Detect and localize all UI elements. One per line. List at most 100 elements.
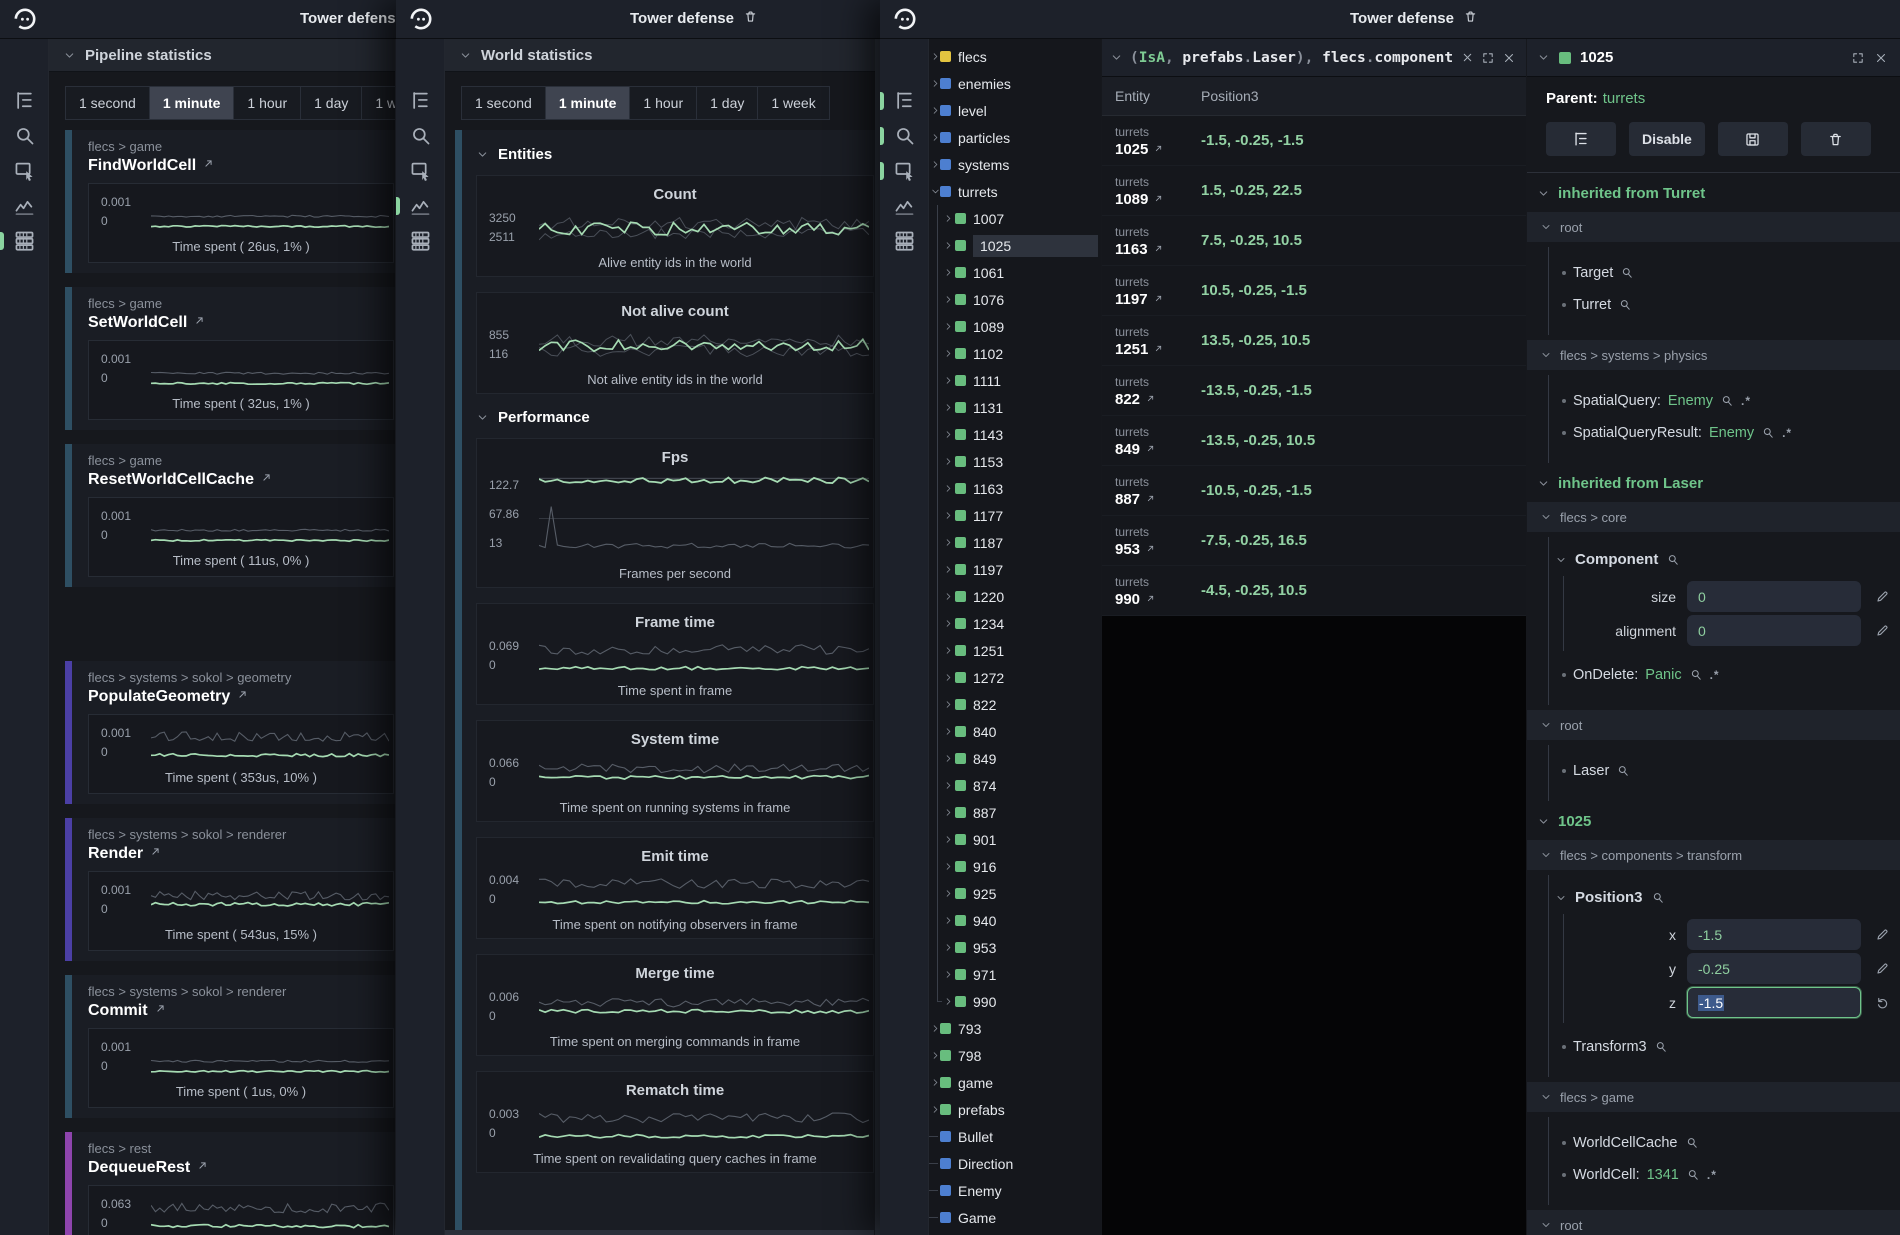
- stats-icon[interactable]: [409, 229, 432, 252]
- tree-item-Direction[interactable]: Direction: [929, 1150, 1101, 1177]
- tree-item-1089[interactable]: 1089: [929, 313, 1101, 340]
- tree-item-1234[interactable]: 1234: [929, 610, 1101, 637]
- external-link-icon[interactable]: [149, 845, 162, 863]
- inspector-icon[interactable]: [13, 159, 36, 182]
- disable-button[interactable]: Disable: [1629, 122, 1705, 156]
- search-icon[interactable]: [1654, 1040, 1668, 1054]
- chart-icon[interactable]: [409, 194, 432, 217]
- search-icon[interactable]: [1761, 426, 1775, 440]
- tree-item-1272[interactable]: 1272: [929, 664, 1101, 691]
- search-icon[interactable]: [1685, 1136, 1699, 1150]
- tree-item-flecs[interactable]: flecs: [929, 43, 1101, 70]
- edit-icon[interactable]: [1870, 927, 1894, 942]
- external-link-icon[interactable]: [1153, 241, 1164, 258]
- tree-item-enemies[interactable]: enemies: [929, 70, 1101, 97]
- module-path-bar[interactable]: root: [1527, 1210, 1900, 1235]
- search-icon[interactable]: [1720, 394, 1734, 408]
- tree-item-990[interactable]: 990: [929, 988, 1101, 1015]
- external-link-icon[interactable]: [193, 314, 206, 332]
- entity-link[interactable]: 1197: [1115, 291, 1201, 308]
- chart-icon[interactable]: [13, 194, 36, 217]
- tree-icon[interactable]: [893, 89, 916, 112]
- external-link-icon[interactable]: [1145, 391, 1156, 408]
- tree-item-953[interactable]: 953: [929, 934, 1101, 961]
- external-link-icon[interactable]: [1145, 591, 1156, 608]
- tab-1-day[interactable]: 1 day: [697, 87, 758, 119]
- tree-item-1197[interactable]: 1197: [929, 556, 1101, 583]
- tree-item-874[interactable]: 874: [929, 772, 1101, 799]
- query-row-1025[interactable]: turrets1025-1.5, -0.25, -1.5: [1102, 116, 1526, 166]
- chevron-right-icon[interactable]: [943, 321, 954, 332]
- field-input-y[interactable]: -0.25: [1687, 953, 1861, 984]
- chevron-down-icon[interactable]: [1110, 51, 1123, 64]
- close-icon[interactable]: [1874, 51, 1888, 65]
- chevron-right-icon[interactable]: [943, 699, 954, 710]
- external-link-icon[interactable]: [260, 471, 273, 489]
- field-input-z[interactable]: -1.5: [1687, 987, 1861, 1018]
- query-row-1251[interactable]: turrets125113.5, -0.25, 10.5: [1102, 316, 1526, 366]
- component-value-link[interactable]: Enemy: [1709, 425, 1754, 441]
- metric-title[interactable]: DequeueRest: [88, 1159, 394, 1177]
- tab-1-hour[interactable]: 1 hour: [234, 87, 301, 119]
- tab-1-second[interactable]: 1 second: [66, 87, 150, 119]
- module-path-bar[interactable]: root: [1527, 710, 1900, 740]
- tree-item-887[interactable]: 887: [929, 799, 1101, 826]
- tree-item-1076[interactable]: 1076: [929, 286, 1101, 313]
- tree-item-822[interactable]: 822: [929, 691, 1101, 718]
- tree-item-game[interactable]: game: [929, 1069, 1101, 1096]
- tree-item-1102[interactable]: 1102: [929, 340, 1101, 367]
- entity-link[interactable]: 1163: [1115, 241, 1201, 258]
- metric-title[interactable]: SetWorldCell: [88, 314, 394, 332]
- chevron-down-icon[interactable]: [1537, 51, 1550, 64]
- chevron-right-icon[interactable]: [943, 915, 954, 926]
- tree-item-prefabs[interactable]: prefabs: [929, 1096, 1101, 1123]
- search-icon[interactable]: [1689, 668, 1703, 682]
- tree-item-particles[interactable]: particles: [929, 124, 1101, 151]
- chevron-right-icon[interactable]: [943, 564, 954, 575]
- external-link-icon[interactable]: [202, 157, 215, 175]
- chevron-right-icon[interactable]: [943, 726, 954, 737]
- trash-icon[interactable]: [743, 9, 758, 28]
- panel-header-pipeline[interactable]: Pipeline statistics: [49, 39, 400, 72]
- tree-item-1111[interactable]: 1111: [929, 367, 1101, 394]
- tree-item-849[interactable]: 849: [929, 745, 1101, 772]
- chevron-right-icon[interactable]: [943, 645, 954, 656]
- tab-1-minute[interactable]: 1 minute: [150, 87, 235, 119]
- parent-link[interactable]: turrets: [1603, 90, 1646, 107]
- entity-link[interactable]: 887: [1115, 491, 1201, 508]
- tree-item-1143[interactable]: 1143: [929, 421, 1101, 448]
- chevron-right-icon[interactable]: [943, 996, 954, 1007]
- stats-icon[interactable]: [893, 229, 916, 252]
- clear-icon[interactable]: [1461, 51, 1474, 64]
- external-link-icon[interactable]: [236, 688, 249, 706]
- chevron-right-icon[interactable]: [943, 402, 954, 413]
- component-value-link[interactable]: Enemy: [1668, 393, 1713, 409]
- save-button[interactable]: [1718, 122, 1788, 156]
- module-path-bar[interactable]: root: [1527, 212, 1900, 242]
- tree-item-Bullet[interactable]: Bullet: [929, 1123, 1101, 1150]
- field-input-x[interactable]: -1.5: [1687, 919, 1861, 950]
- component-header-Component[interactable]: Component: [1555, 551, 1900, 568]
- search-icon[interactable]: [409, 124, 432, 147]
- tab-1-hour[interactable]: 1 hour: [630, 87, 697, 119]
- section-header-entities[interactable]: Entities: [476, 146, 880, 163]
- chevron-right-icon[interactable]: [943, 213, 954, 224]
- scrollbar-horizontal[interactable]: [445, 1230, 874, 1235]
- tab-1-week[interactable]: 1 week: [758, 87, 828, 119]
- search-icon[interactable]: [13, 124, 36, 147]
- external-link-icon[interactable]: [154, 1002, 167, 1020]
- search-icon[interactable]: [1618, 298, 1632, 312]
- inspector-icon[interactable]: [893, 159, 916, 182]
- external-link-icon[interactable]: [1145, 441, 1156, 458]
- metric-title[interactable]: Commit: [88, 1002, 394, 1020]
- query-row-990[interactable]: turrets990-4.5, -0.25, 10.5: [1102, 566, 1526, 616]
- tree-item-Health[interactable]: Health: [929, 1231, 1101, 1235]
- tree-item-systems[interactable]: systems: [929, 151, 1101, 178]
- search-icon[interactable]: [893, 124, 916, 147]
- edit-icon[interactable]: [1870, 589, 1894, 604]
- tree-item-1153[interactable]: 1153: [929, 448, 1101, 475]
- module-path-bar[interactable]: flecs > systems > physics: [1527, 340, 1900, 370]
- chevron-right-icon[interactable]: [943, 618, 954, 629]
- metric-title[interactable]: ResetWorldCellCache: [88, 471, 394, 489]
- module-path-bar[interactable]: flecs > core: [1527, 502, 1900, 532]
